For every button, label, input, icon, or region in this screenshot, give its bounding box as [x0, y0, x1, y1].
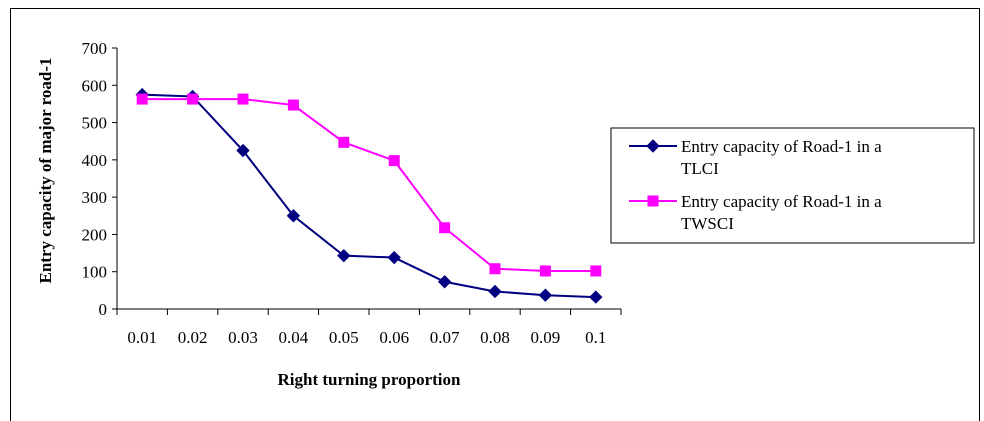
x-tick-label: 0.03 [228, 328, 258, 347]
legend-swatch-marker [646, 139, 660, 153]
x-tick-label: 0.04 [279, 328, 309, 347]
data-point [337, 248, 351, 263]
series-line [142, 98, 596, 272]
x-tick-label: 0.1 [585, 328, 606, 347]
legend: Entry capacity of Road-1 in a TLCI Entry c… [610, 127, 975, 244]
legend-entry: Entry capacity of Road-1 in a TWSCI [629, 192, 882, 233]
legend-entry: Entry capacity of Road-1 in a TLCI [629, 137, 882, 178]
y-tick-label: 700 [82, 39, 108, 58]
x-tick-label: 0.02 [178, 328, 208, 347]
x-tick-label: 0.09 [531, 328, 561, 347]
x-tick-label: 0.05 [329, 328, 359, 347]
legend-label: Entry capacity of Road-1 in a TLCI [681, 137, 882, 178]
chart-frame [10, 8, 980, 421]
legend-entries: Entry capacity of Road-1 in a TLCI Entry c… [629, 137, 882, 233]
data-point [286, 209, 301, 223]
data-point [388, 155, 400, 167]
x-tick-label: 0.01 [127, 328, 157, 347]
y-tick-label: 500 [82, 114, 108, 133]
y-axis-title: Entry capacity of major road-1 [36, 57, 55, 283]
x-ticks: 0.01 0.02 0.03 0.04 0.05 0.06 0.07 0.08 0.09 0.1 [116, 309, 622, 347]
y-tick-label: 400 [82, 151, 108, 170]
data-point [489, 263, 501, 275]
series-line [142, 93, 596, 299]
data-point [589, 290, 603, 304]
x-tick-label: 0.08 [480, 328, 510, 347]
y-tick-label: 300 [82, 188, 108, 207]
data-point [488, 284, 502, 299]
data-point [237, 93, 249, 105]
y-tick-label: 600 [82, 76, 108, 95]
data-point [437, 275, 452, 289]
data-point [538, 288, 553, 302]
y-tick-label: 100 [82, 263, 108, 282]
data-point [539, 265, 551, 277]
series-layer [135, 87, 603, 304]
data-point [187, 93, 199, 105]
data-point [387, 250, 401, 265]
x-axis-title: Right turning proportion [278, 370, 461, 389]
data-point [338, 136, 350, 148]
y-ticks: 0 100 200 300 400 500 600 700 [82, 39, 117, 319]
data-point [236, 143, 250, 158]
data-point [136, 93, 148, 105]
legend-box [610, 127, 975, 244]
data-point [590, 265, 602, 277]
x-tick-label: 0.06 [379, 328, 409, 347]
data-point [287, 99, 299, 111]
y-tick-label: 0 [99, 300, 108, 319]
y-tick-label: 200 [82, 225, 108, 244]
x-tick-label: 0.07 [430, 328, 460, 347]
legend-swatch-marker [647, 195, 659, 207]
legend-label: Entry capacity of Road-1 in a TWSCI [681, 192, 882, 233]
data-point [439, 222, 451, 234]
series-2 [136, 93, 602, 277]
